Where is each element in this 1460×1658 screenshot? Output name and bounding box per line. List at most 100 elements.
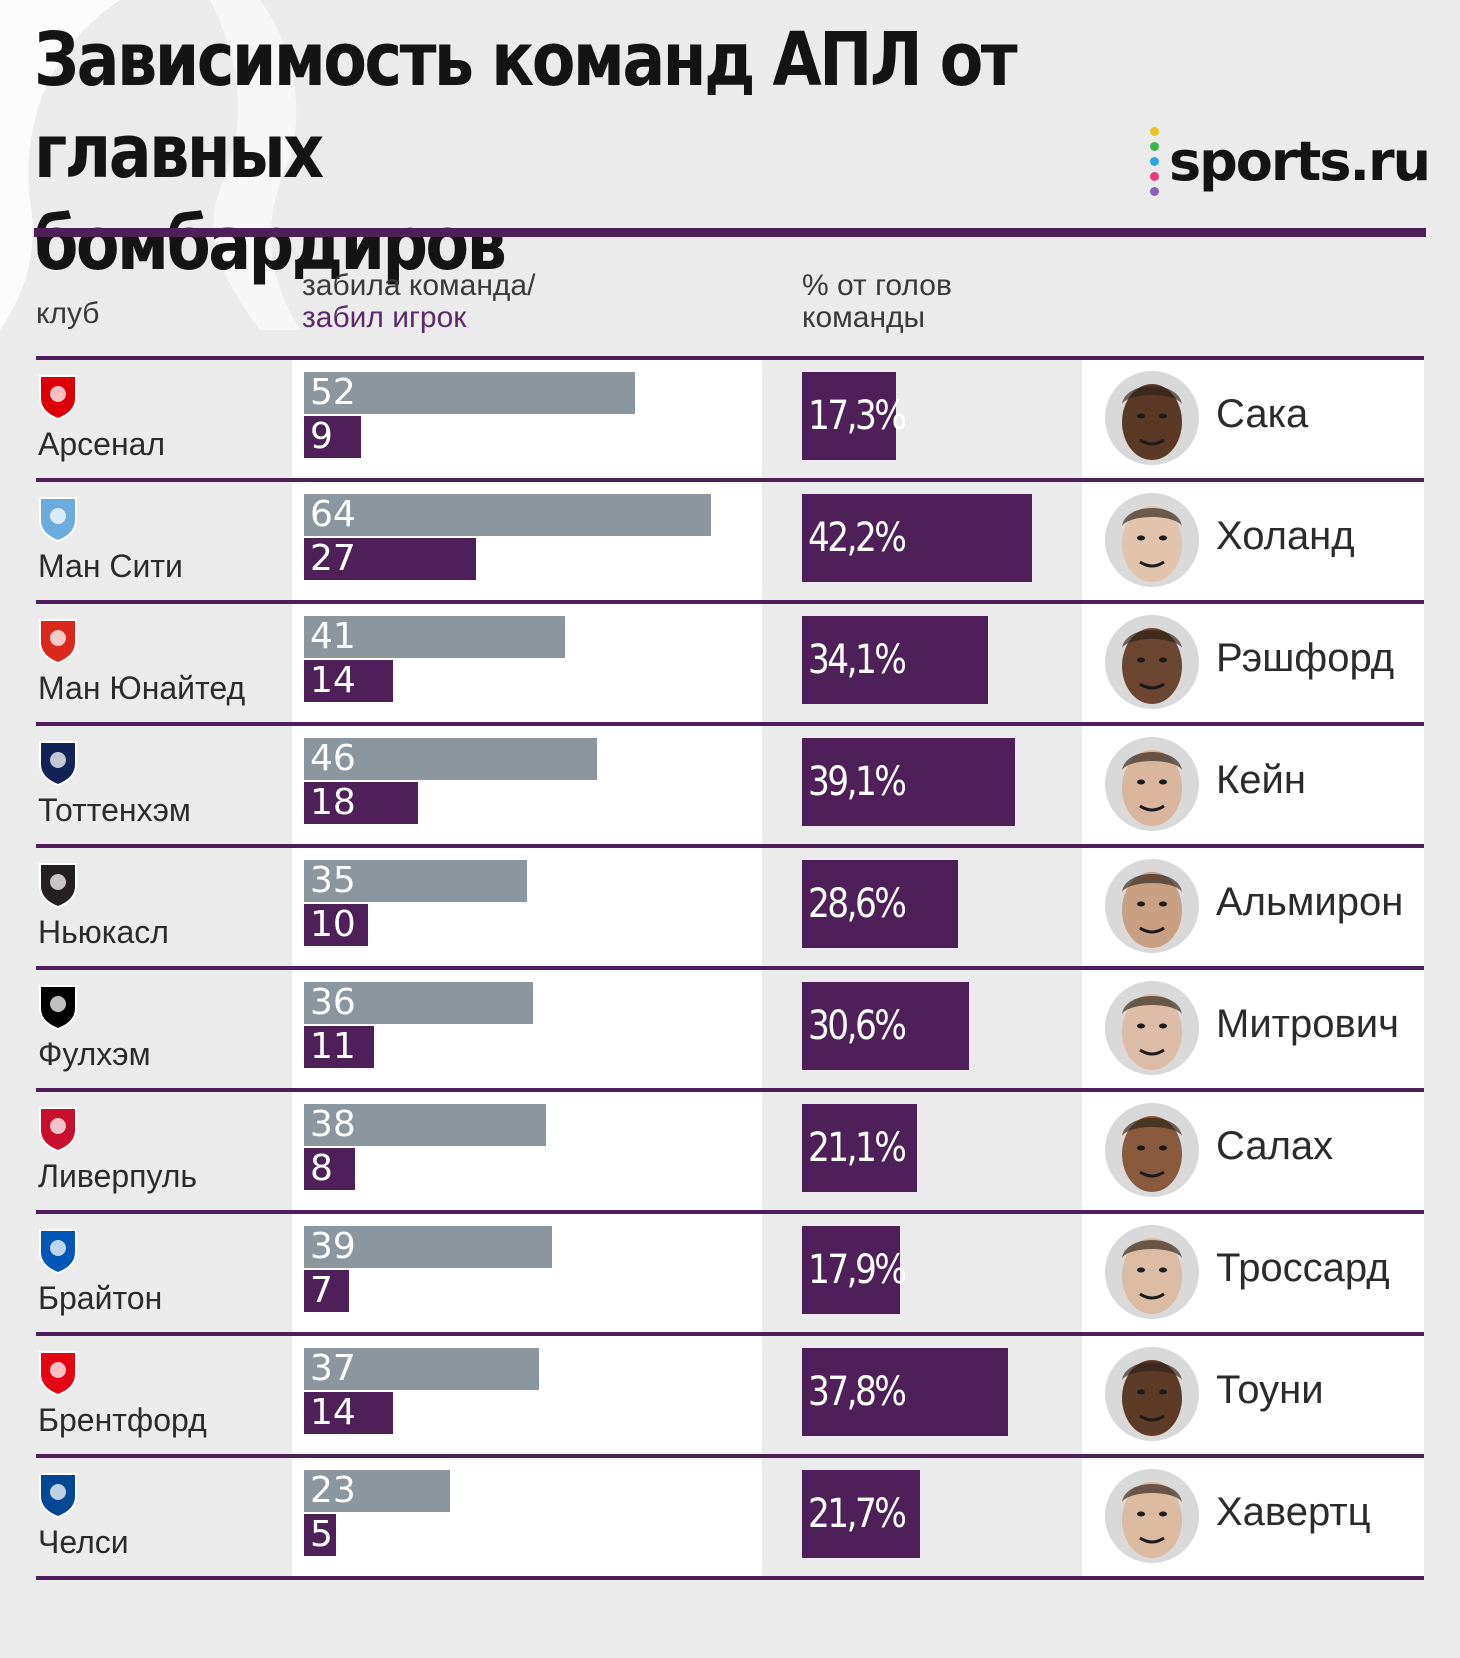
player-photo	[1104, 1346, 1200, 1442]
player-goals-label: 9	[310, 416, 333, 457]
player-goals-bar	[304, 782, 419, 824]
row-divider	[36, 600, 1424, 604]
column-header-team-goals: забила команда/	[302, 269, 536, 302]
percent-bar	[802, 372, 897, 460]
table-row: Брентфорд 37 14 37,8% Тоуни	[0, 1332, 1460, 1454]
player-goals-bar	[304, 904, 368, 946]
player-photo	[1104, 736, 1200, 832]
player-goals-label: 7	[310, 1270, 333, 1311]
player-goals-bar	[304, 1392, 394, 1434]
team-goals-label: 41	[310, 616, 356, 657]
club-name: Фулхэм	[38, 1036, 151, 1072]
percent-bar	[802, 1226, 900, 1314]
team-goals-label: 52	[310, 372, 356, 413]
team-goals-bar	[304, 1226, 553, 1268]
player-goals-bar	[304, 1514, 336, 1556]
table-row: Ливерпуль 38 8 21,1% Салах	[0, 1088, 1460, 1210]
team-goals-label: 37	[310, 1348, 356, 1389]
club-name: Ливерпуль	[38, 1158, 198, 1194]
row-divider	[36, 1332, 1424, 1336]
percent-label: 17,9%	[808, 1247, 907, 1293]
player-name: Кейн	[1216, 758, 1306, 802]
player-name: Тоуни	[1216, 1368, 1324, 1412]
player-goals-label: 8	[310, 1148, 333, 1189]
player-photo	[1104, 492, 1200, 588]
brand-dots-icon	[1150, 126, 1159, 196]
player-photo	[1104, 1468, 1200, 1564]
brand-dot	[1150, 126, 1159, 136]
player-name: Троссард	[1216, 1246, 1390, 1290]
title-line-2: бомбардиров	[34, 201, 507, 287]
team-goals-label: 46	[310, 738, 356, 779]
player-photo	[1104, 980, 1200, 1076]
percent-bar	[802, 494, 1032, 582]
player-goals-label: 14	[310, 660, 356, 701]
title-line-1: Зависимость команд АПЛ от главных	[34, 17, 1018, 195]
player-goals-bar	[304, 1270, 349, 1312]
page-title: Зависимость команд АПЛ от главных бомбар…	[34, 14, 1221, 290]
column-header-club: клуб	[36, 297, 100, 330]
brand-name: sports.ru	[1169, 129, 1431, 193]
team-goals-label: 36	[310, 982, 356, 1023]
column-header-percent-line-2: команды	[802, 301, 926, 334]
percent-bar	[802, 860, 958, 948]
column-header-goals: забила команда/ забил игрок	[302, 270, 535, 334]
player-goals-bar	[304, 1148, 355, 1190]
percent-label: 42,2%	[808, 515, 907, 561]
team-goals-label: 23	[310, 1470, 356, 1511]
player-name: Митрович	[1216, 1002, 1399, 1046]
percent-label: 21,7%	[808, 1491, 907, 1537]
row-divider	[36, 1210, 1424, 1214]
player-photo	[1104, 370, 1200, 466]
player-photo	[1104, 1102, 1200, 1198]
row-divider	[36, 1576, 1424, 1580]
column-header-player-goals: забил игрок	[302, 301, 467, 334]
club-name: Брайтон	[38, 1280, 163, 1316]
player-goals-bar	[304, 1026, 374, 1068]
percent-bar	[802, 1348, 1008, 1436]
club-name: Ман Сити	[38, 548, 183, 584]
club-name: Челси	[38, 1524, 129, 1560]
player-name: Холанд	[1216, 514, 1355, 558]
brentford-crest-icon	[36, 1348, 80, 1397]
club-name: Ньюкасл	[38, 914, 169, 950]
table-row: Челси 23 5 21,7% Хавертц	[0, 1454, 1460, 1580]
percent-bar	[802, 616, 988, 704]
player-goals-bar	[304, 538, 476, 580]
player-goals-label: 14	[310, 1392, 356, 1433]
chart-table: Арсенал 52 9 17,3% Сака Ман Сити 64 27 42,2% Хола…	[0, 356, 1460, 1580]
club-name: Ман Юнайтед	[38, 670, 246, 706]
player-name: Сака	[1216, 392, 1309, 436]
percent-label: 37,8%	[808, 1369, 907, 1415]
table-row: Брайтон 39 7 17,9% Троссард	[0, 1210, 1460, 1332]
player-goals-label: 5	[310, 1514, 333, 1555]
team-goals-bar	[304, 372, 635, 414]
table-row: Тоттенхэм 46 18 39,1% Кейн	[0, 722, 1460, 844]
player-goals-label: 18	[310, 782, 356, 823]
table-row: Ман Сити 64 27 42,2% Холанд	[0, 478, 1460, 600]
table-row: Ньюкасл 35 10 28,6% Альмирон	[0, 844, 1460, 966]
arsenal-crest-icon	[36, 372, 80, 421]
man-united-crest-icon	[36, 616, 80, 665]
row-divider	[36, 1088, 1424, 1092]
percent-label: 30,6%	[808, 1003, 907, 1049]
club-name: Арсенал	[38, 426, 166, 462]
row-divider	[36, 844, 1424, 848]
brighton-crest-icon	[36, 1226, 80, 1275]
chelsea-crest-icon	[36, 1470, 80, 1519]
club-name: Тоттенхэм	[38, 792, 191, 828]
player-goals-label: 11	[310, 1026, 356, 1067]
brand-dot	[1150, 141, 1159, 151]
liverpool-crest-icon	[36, 1104, 80, 1153]
table-row: Арсенал 52 9 17,3% Сака	[0, 356, 1460, 478]
team-goals-bar	[304, 1470, 451, 1512]
brand-logo: sports.ru	[1150, 126, 1431, 196]
table-row: Ман Юнайтед 41 14 34,1% Рэшфорд	[0, 600, 1460, 722]
player-name: Альмирон	[1216, 880, 1404, 924]
row-divider	[36, 722, 1424, 726]
percent-label: 28,6%	[808, 881, 907, 927]
club-name: Брентфорд	[38, 1402, 207, 1438]
percent-bar	[802, 982, 969, 1070]
team-goals-bar	[304, 860, 527, 902]
player-photo	[1104, 614, 1200, 710]
